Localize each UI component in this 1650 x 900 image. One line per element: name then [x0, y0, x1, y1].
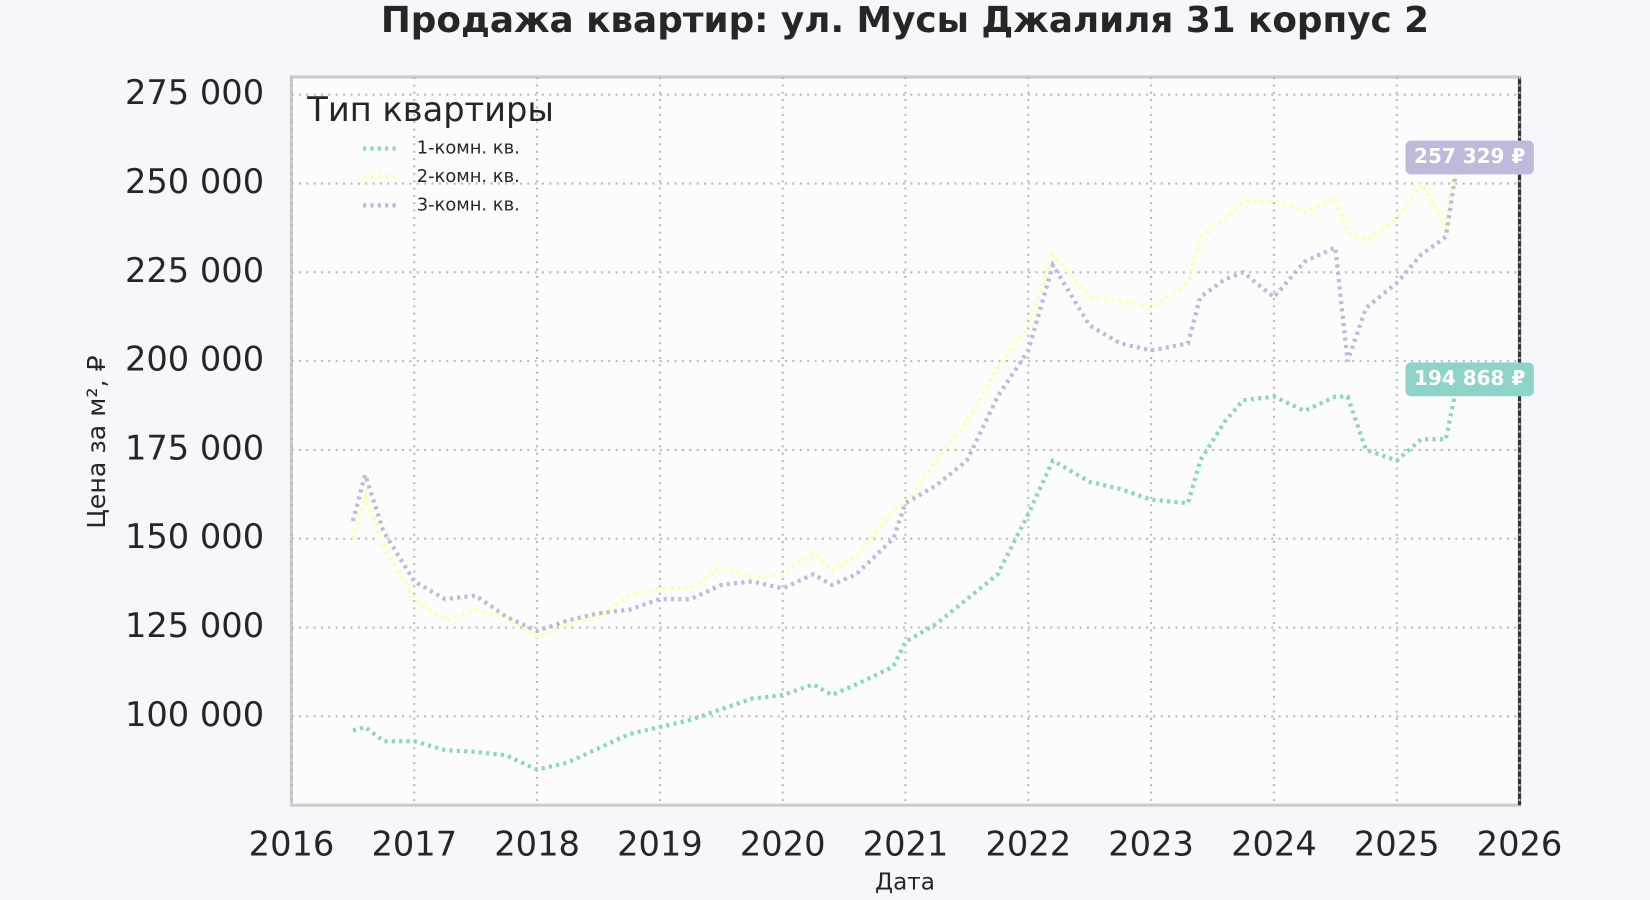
series-line: [350, 157, 1461, 634]
series-line: [352, 378, 1461, 772]
series-line: [350, 140, 1461, 641]
x-tick-label: 2019: [617, 825, 703, 864]
y-tick-label: 150 000: [125, 517, 264, 556]
x-tick-label: 2017: [371, 825, 457, 864]
plot-area: [289, 75, 1522, 807]
legend-label: 3-комн. кв.: [417, 194, 520, 215]
annotation-box: [1405, 140, 1534, 175]
x-tick-label: 2026: [1477, 825, 1563, 864]
y-tick-label: 100 000: [125, 695, 264, 734]
y-tick-label: 175 000: [125, 428, 264, 467]
x-axis-label: Дата: [875, 870, 935, 896]
x-tick-label: 2021: [863, 825, 949, 864]
y-tick-label: 250 000: [125, 162, 264, 201]
y-tick-label: 200 000: [125, 340, 264, 379]
x-tick-label: 2024: [1231, 825, 1317, 864]
y-tick-label: 225 000: [125, 251, 264, 290]
x-tick-label: 2025: [1354, 825, 1440, 864]
x-tick-label: 2016: [249, 825, 335, 864]
x-tick-label: 2022: [985, 825, 1071, 864]
annotation-label: 257 329 ₽: [1414, 144, 1525, 168]
y-axis-label: Цена за м², ₽: [82, 355, 111, 528]
chart-title: Продажа квартир: ул. Мусы Джалиля 31 кор…: [381, 0, 1429, 41]
legend-label: 1-комн. кв.: [417, 138, 520, 159]
annotation-box: [1405, 362, 1534, 397]
legend-title: Тип квартиры: [306, 90, 554, 129]
legend-label: 2-комн. кв.: [417, 166, 520, 187]
y-tick-label: 275 000: [125, 73, 264, 112]
x-tick-label: 2020: [740, 825, 826, 864]
x-tick-label: 2018: [494, 825, 580, 864]
annotation-label: 194 868 ₽: [1414, 366, 1525, 390]
y-tick-label: 125 000: [125, 606, 264, 645]
x-tick-label: 2023: [1108, 825, 1194, 864]
